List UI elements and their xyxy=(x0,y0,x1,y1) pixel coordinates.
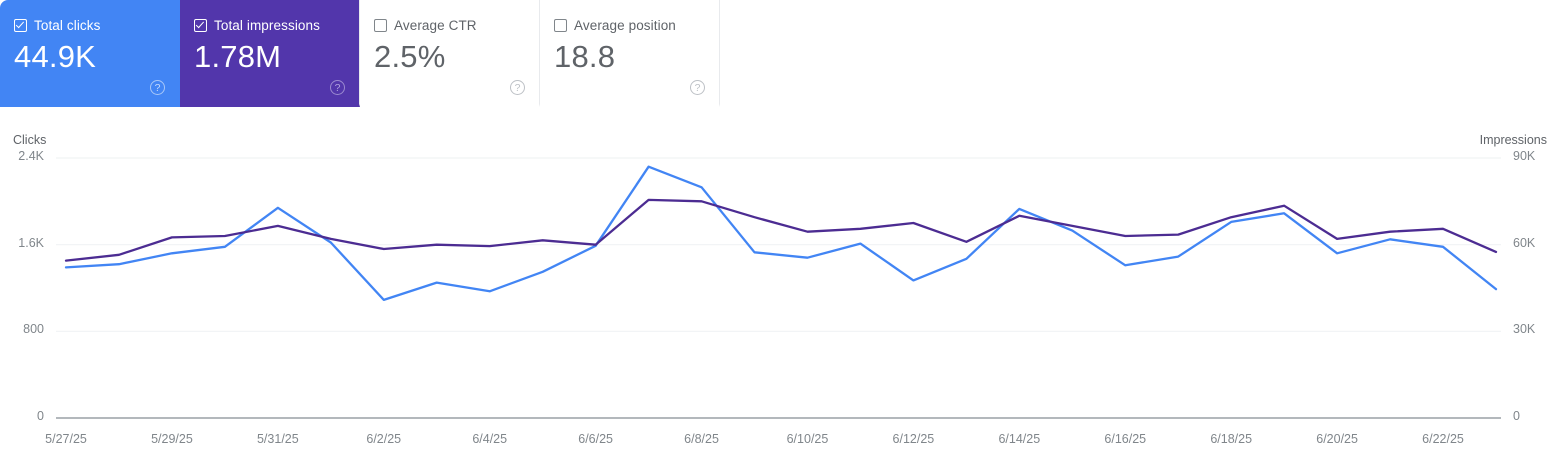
left-axis-tick: 0 xyxy=(37,409,44,423)
left-axis-title: Clicks xyxy=(13,133,47,147)
checkbox-average-position[interactable] xyxy=(554,18,567,32)
x-axis-tick: 6/18/25 xyxy=(1210,432,1253,446)
metric-label: Total clicks xyxy=(34,17,101,33)
metric-head: Average position xyxy=(554,17,719,33)
metric-value: 2.5% xyxy=(374,39,446,74)
right-axis-tick: 0 xyxy=(1513,409,1520,423)
x-axis-tick: 6/8/25 xyxy=(684,432,719,446)
metric-value: 44.9K xyxy=(14,39,97,74)
metric-head: Total impressions xyxy=(194,17,359,33)
x-axis-tick: 6/12/25 xyxy=(892,432,935,446)
x-axis-tick: 6/2/25 xyxy=(366,432,402,446)
metric-head: Average CTR xyxy=(374,17,539,33)
metric-label: Average CTR xyxy=(394,17,477,33)
checkbox-average-ctr[interactable] xyxy=(374,18,387,32)
help-icon[interactable]: ? xyxy=(330,80,345,95)
series-lines xyxy=(64,165,1498,302)
metric-head: Total clicks xyxy=(14,17,179,33)
checkbox-total-clicks[interactable] xyxy=(14,18,27,32)
help-icon[interactable]: ? xyxy=(510,80,525,95)
help-icon[interactable]: ? xyxy=(690,80,705,95)
right-axis-tick: 30K xyxy=(1513,322,1536,337)
x-axis-tick: 6/14/25 xyxy=(998,432,1041,446)
left-axis-tick: 1.6K xyxy=(18,235,44,250)
left-axis-tick: 2.4K xyxy=(18,149,44,163)
x-axis-tick: 6/22/25 xyxy=(1422,432,1464,446)
x-axis-tick: 5/29/25 xyxy=(151,432,193,446)
gridlines xyxy=(56,157,1501,419)
x-axis-tick: 6/4/25 xyxy=(472,432,508,446)
help-icon[interactable]: ? xyxy=(150,80,165,95)
metric-card-average-ctr[interactable]: Average CTR 2.5% ? xyxy=(360,0,540,107)
series-line-impressions xyxy=(64,198,1498,262)
x-axis-tick: 6/20/25 xyxy=(1316,432,1358,446)
metric-value: 1.78M xyxy=(194,39,282,74)
metric-card-total-clicks[interactable]: Total clicks 44.9K ? xyxy=(0,0,180,107)
metric-label: Average position xyxy=(574,17,676,33)
x-axis-tick: 5/31/25 xyxy=(256,432,299,446)
metric-label: Total impressions xyxy=(214,17,320,33)
checkbox-total-impressions[interactable] xyxy=(194,18,207,32)
x-axis-tick: 6/6/25 xyxy=(578,432,614,446)
metric-card-total-impressions[interactable]: Total impressions 1.78M ? xyxy=(180,0,360,107)
left-axis-tick: 800 xyxy=(23,322,44,337)
metric-card-average-position[interactable]: Average position 18.8 ? xyxy=(540,0,720,107)
right-axis-tick: 90K xyxy=(1513,149,1536,163)
x-axis-tick: 6/16/25 xyxy=(1104,432,1147,446)
performance-chart[interactable]: Clicks Impressions 0 800 1.6K 2.4K 0 30K 60K 9… xyxy=(0,107,1557,471)
series-line-clicks xyxy=(64,165,1498,302)
metric-cards-row: Total clicks 44.9K ? Total impressions 1… xyxy=(0,0,721,107)
right-axis-title: Impressions xyxy=(1479,133,1547,147)
right-axis-tick: 60K xyxy=(1513,235,1536,250)
x-axis-tick: 5/27/25 xyxy=(45,432,87,446)
x-axis-tick: 6/10/25 xyxy=(786,432,829,446)
metric-value: 18.8 xyxy=(554,39,616,74)
chart-plot-svg xyxy=(56,157,1501,419)
